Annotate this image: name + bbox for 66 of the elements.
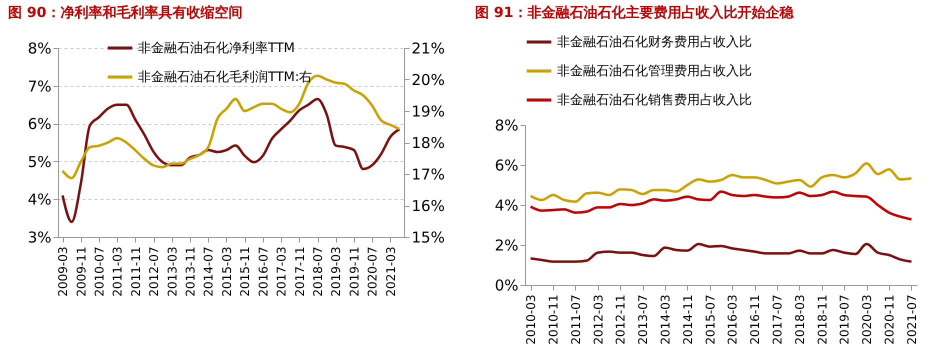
x-tick-label: 2014-03: [658, 294, 672, 345]
chart-title: 图 90：净利率和毛利率具有收缩空间: [8, 4, 242, 21]
x-tick-label: 2009-03: [56, 246, 70, 297]
y2-tick-label: 21%: [412, 40, 445, 58]
line-series: [61, 98, 401, 224]
x-tick-label: 2012-03: [591, 294, 606, 345]
x-tick-label: 2016-11: [748, 294, 762, 345]
x-tick-label: 2013-07: [636, 294, 650, 345]
x-tick-label: 2010-03: [524, 294, 538, 345]
x-tick-label: 2020-07: [366, 246, 380, 297]
x-tick-label: 2012-07: [147, 246, 162, 297]
y-tick-label: 0%: [494, 276, 518, 294]
y2-tick-label: 17%: [412, 166, 445, 184]
x-tick-label: 2020-11: [882, 294, 896, 345]
y-tick-label: 3%: [28, 228, 52, 246]
x-tick-label: 2009-11: [74, 246, 88, 297]
x-tick-label: 2016-03: [726, 294, 740, 345]
x-tick-label: 2015-03: [220, 246, 234, 297]
x-tick-label: 2014-07: [202, 246, 216, 297]
x-tick-label: 2018-03: [792, 294, 807, 345]
x-tick-label: 2011-11: [128, 246, 143, 297]
x-tick-label: 2015-07: [703, 294, 718, 345]
y2-tick-label: 19%: [412, 102, 445, 120]
x-tick-label: 2018-11: [815, 294, 830, 345]
x-tick-label: 2021-07: [904, 294, 919, 345]
x-tick-label: 2018-07: [311, 246, 325, 297]
x-tick-label: 2017-03: [274, 246, 289, 297]
y2-tick-label: 18%: [412, 134, 445, 152]
x-tick-label: 2013-11: [184, 246, 198, 297]
legend-label: 非金融石油石化财务费用占收入比: [557, 35, 752, 50]
y2-tick-label: 15%: [412, 228, 445, 246]
y-tick-label: 7%: [28, 77, 52, 96]
line-series: [529, 190, 913, 221]
x-tick-label: 2015-11: [238, 246, 252, 297]
y-tick-label: 6%: [28, 115, 52, 134]
x-tick-label: 2010-11: [546, 294, 560, 345]
x-tick-label: 2014-11: [680, 294, 695, 345]
x-tick-label: 2019-03: [329, 246, 344, 297]
legend-label: 非金融石油石化净利率TTM: [138, 40, 295, 56]
legend-label: 非金融石油石化销售费用占收入比: [557, 93, 752, 108]
x-tick-label: 2013-03: [165, 246, 180, 297]
y-tick-label: 2%: [494, 236, 518, 254]
x-tick-label: 2011-07: [568, 294, 583, 345]
x-tick-label: 2019-11: [347, 246, 362, 297]
x-tick-label: 2017-11: [292, 246, 307, 297]
x-tick-label: 2020-03: [860, 294, 874, 345]
x-tick-label: 2016-07: [256, 246, 270, 297]
chart-title: 图 91：非金融石油石化主要费用占收入比开始企稳: [475, 4, 794, 21]
x-tick-label: 2021-03: [384, 246, 398, 297]
x-tick-label: 2019-07: [838, 294, 852, 345]
y2-tick-label: 20%: [412, 71, 445, 89]
y-tick-label: 5%: [28, 152, 52, 171]
x-tick-label: 2012-11: [614, 294, 628, 345]
legend-label: 非金融石油石化管理费用占收入比: [557, 64, 752, 79]
line-series: [529, 162, 913, 203]
legend-label: 非金融石油石化毛利润TTM:右: [138, 70, 312, 85]
y-tick-label: 4%: [28, 190, 52, 209]
line-series: [529, 242, 913, 263]
y-tick-label: 6%: [494, 156, 518, 174]
y-tick-label: 4%: [494, 196, 518, 214]
y-tick-label: 8%: [494, 116, 518, 134]
y2-tick-label: 16%: [412, 197, 445, 215]
x-tick-label: 2010-07: [92, 246, 106, 297]
x-tick-label: 2011-03: [110, 246, 125, 297]
y-tick-label: 8%: [28, 40, 52, 58]
x-tick-label: 2017-07: [770, 294, 784, 345]
